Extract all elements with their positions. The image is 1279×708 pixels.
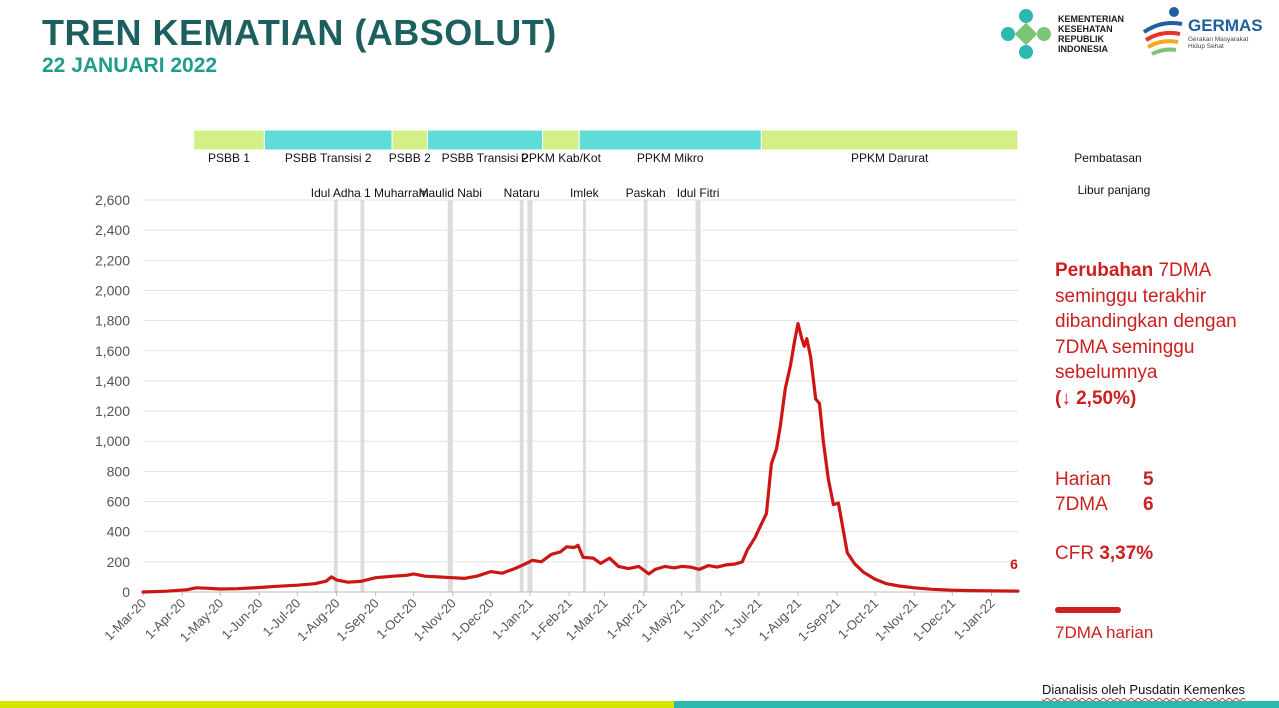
holiday-band bbox=[447, 200, 453, 592]
x-tick-label: 1-Dec-20 bbox=[448, 596, 496, 644]
restriction-label: PSBB 1 bbox=[208, 151, 250, 165]
x-tick-label: 1-Mar-20 bbox=[101, 596, 149, 644]
holiday-band bbox=[360, 200, 365, 592]
cfr-stat: CFR 3,37% bbox=[1055, 543, 1153, 565]
restriction-label: PSBB Transisi 2 bbox=[285, 151, 372, 165]
restriction-band bbox=[427, 129, 544, 151]
holiday-band bbox=[527, 200, 533, 592]
x-tick-label: 1-Jun-21 bbox=[680, 596, 727, 643]
x-tick-label: 1-Sep-21 bbox=[795, 596, 843, 644]
restriction-label: PPKM Kab/Kot bbox=[521, 151, 602, 165]
holiday-label: Idul Adha bbox=[311, 186, 361, 200]
y-tick-label: 0 bbox=[122, 584, 130, 600]
restriction-band bbox=[263, 129, 393, 151]
restriction-legend-label: Pembatasan bbox=[1074, 151, 1141, 165]
holiday-label: Idul Fitri bbox=[677, 186, 720, 200]
harian-label: Harian bbox=[1055, 469, 1111, 490]
y-tick-label: 200 bbox=[107, 554, 131, 570]
y-tick-label: 2,000 bbox=[95, 282, 130, 298]
x-tick-label: 1-Jan-22 bbox=[951, 596, 998, 643]
legend-label: 7DMA harian bbox=[1055, 623, 1154, 642]
dma-label: 7DMA bbox=[1055, 494, 1108, 515]
y-tick-label: 2,600 bbox=[95, 192, 130, 208]
germas-figure-icon bbox=[1142, 7, 1183, 56]
dma-value: 6 bbox=[1143, 494, 1154, 515]
y-tick-label: 1,800 bbox=[95, 313, 130, 329]
cfr-value: 3,37% bbox=[1099, 543, 1154, 564]
x-tick-label: 1-Dec-21 bbox=[910, 596, 958, 644]
kemenkes-logo: KEMENTERIAN KESEHATAN REPUBLIK INDONESIA bbox=[996, 4, 1136, 64]
restriction-band bbox=[578, 129, 762, 151]
cfr-label: CFR bbox=[1055, 543, 1100, 564]
holiday-legend-label: Libur panjang bbox=[1078, 183, 1151, 197]
restriction-band bbox=[542, 129, 580, 151]
kemenkes-emblem-icon bbox=[1001, 9, 1051, 59]
holiday-label: 1 Muharram bbox=[364, 186, 429, 200]
y-tick-label: 600 bbox=[107, 494, 131, 510]
change-percent: (↓ 2,50%) bbox=[1055, 387, 1137, 409]
y-tick-label: 1,000 bbox=[95, 433, 130, 449]
germas-logo-title: GERMAS bbox=[1188, 16, 1263, 35]
y-tick-label: 1,600 bbox=[95, 343, 130, 359]
change-summary-bold: Perubahan bbox=[1055, 260, 1154, 281]
daily-stats: Harian 5 7DMA 6 bbox=[1055, 467, 1154, 517]
restriction-band bbox=[193, 129, 265, 151]
holiday-band bbox=[643, 200, 648, 592]
y-tick-label: 400 bbox=[107, 524, 131, 540]
holiday-band bbox=[519, 200, 524, 592]
holiday-label: Paskah bbox=[626, 186, 666, 200]
series-line-7dma bbox=[141, 322, 1020, 594]
change-summary-text: 7DMA seminggu terakhir dibandingkan deng… bbox=[1055, 260, 1237, 383]
restriction-band bbox=[760, 129, 1019, 151]
holiday-band bbox=[583, 200, 587, 592]
y-tick-label: 2,400 bbox=[95, 222, 130, 238]
y-tick-label: 800 bbox=[107, 463, 131, 479]
footer-band-green bbox=[0, 701, 674, 708]
x-tick-label: 1-Sep-20 bbox=[333, 596, 381, 644]
germas-logo-subtitle: Gerakan Masyarakat Hidup Sehat bbox=[1188, 36, 1249, 50]
y-tick-label: 2,200 bbox=[95, 252, 130, 268]
restriction-label: PPKM Mikro bbox=[637, 151, 704, 165]
holiday-label: Imlek bbox=[570, 186, 600, 200]
restriction-label: PSBB Transisi 2 bbox=[442, 151, 529, 165]
kemenkes-logo-text: KEMENTERIAN KESEHATAN REPUBLIK INDONESIA bbox=[1058, 14, 1125, 54]
y-tick-label: 1,200 bbox=[95, 403, 130, 419]
footer-band-teal bbox=[674, 701, 1279, 708]
page-title: TREN KEMATIAN (ABSOLUT) bbox=[42, 12, 557, 53]
source-note: Dianalisis oleh Pusdatin Kemenkes bbox=[1042, 682, 1246, 697]
end-value-label: 6 bbox=[1010, 556, 1018, 572]
restriction-label: PSBB 2 bbox=[389, 151, 431, 165]
holiday-band bbox=[695, 200, 701, 592]
holiday-label: Maulid Nabi bbox=[419, 186, 482, 200]
legend-line-swatch bbox=[1055, 607, 1121, 613]
harian-value: 5 bbox=[1143, 469, 1154, 490]
germas-logo: GERMAS Gerakan Masyarakat Hidup Sehat bbox=[1138, 2, 1273, 64]
restriction-band bbox=[391, 129, 429, 151]
y-tick-label: 1,400 bbox=[95, 373, 130, 389]
change-summary: Perubahan 7DMA seminggu terakhir dibandi… bbox=[1055, 258, 1270, 411]
x-tick-label: 1-Jun-20 bbox=[219, 596, 266, 643]
holiday-label: Nataru bbox=[504, 186, 540, 200]
restriction-label: PPKM Darurat bbox=[851, 151, 929, 165]
holiday-band bbox=[333, 200, 338, 592]
page-subtitle: 22 JANUARI 2022 bbox=[42, 54, 218, 77]
